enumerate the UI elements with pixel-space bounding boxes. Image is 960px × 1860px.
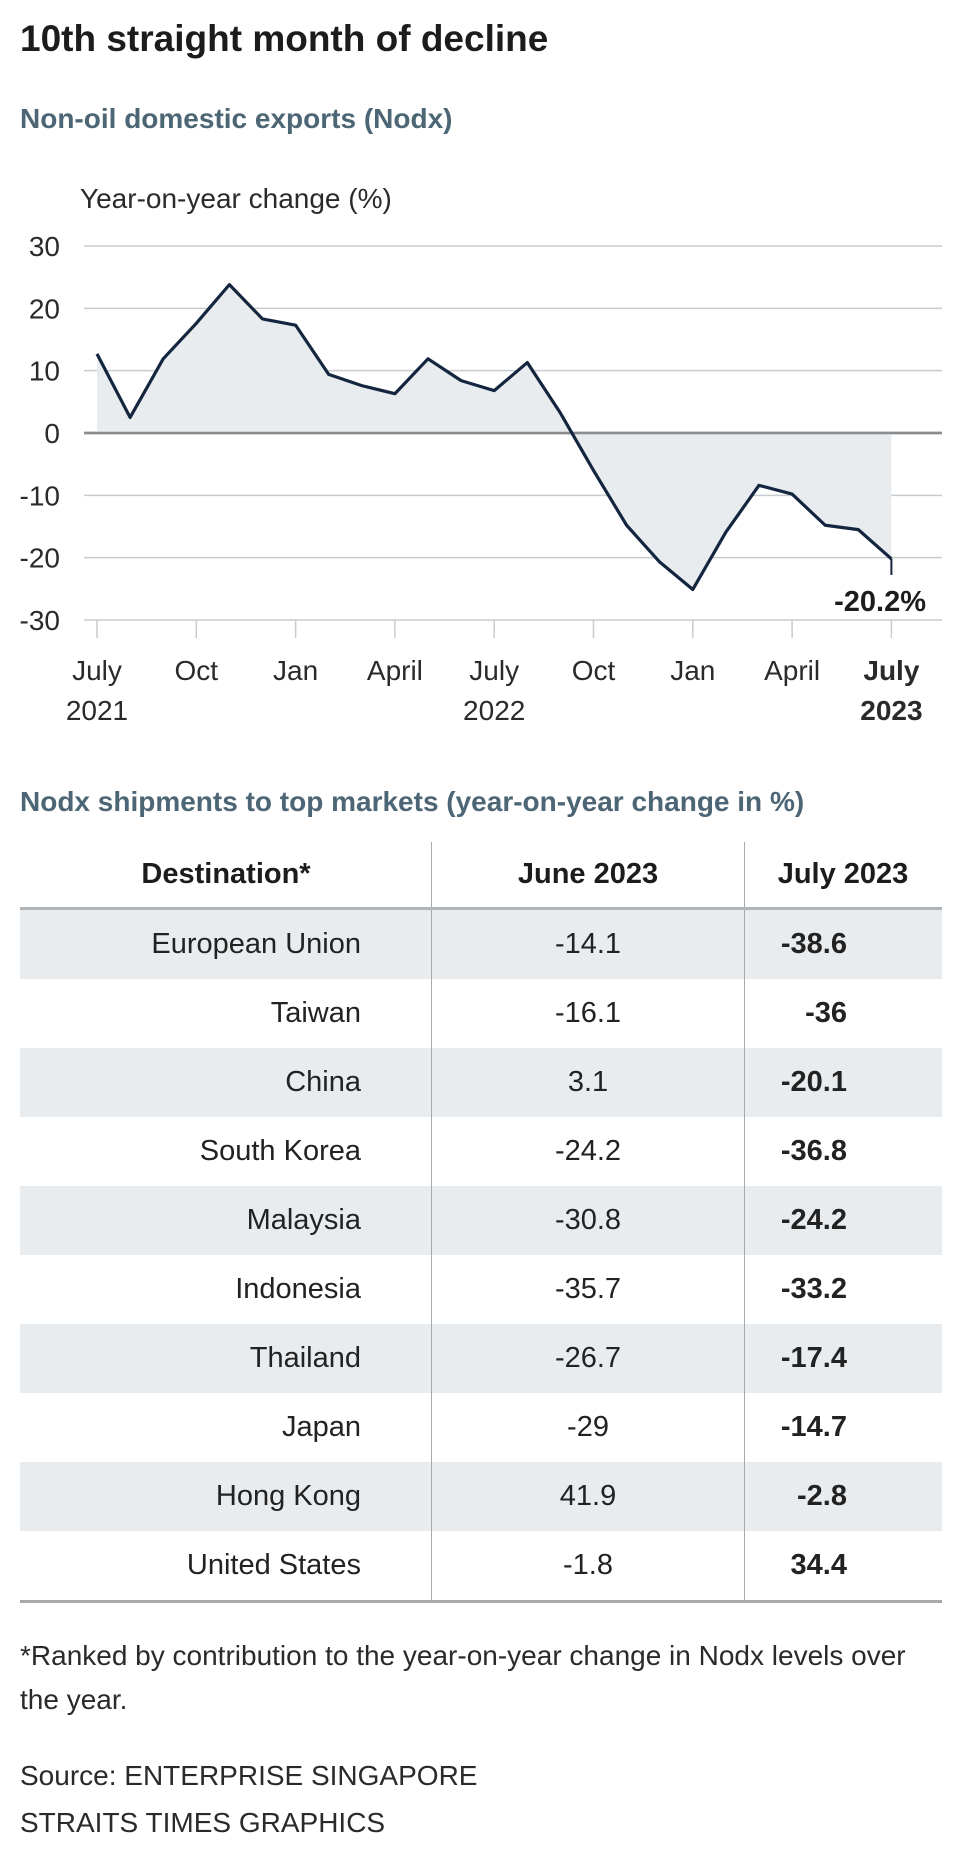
- june-value-cell: -30.8: [431, 1186, 745, 1255]
- table-row: European Union -14.1 -38.6: [20, 908, 942, 979]
- x-tick-label: April: [764, 655, 820, 686]
- destination-cell: European Union: [151, 928, 361, 960]
- destination-cell: China: [285, 1066, 361, 1098]
- y-tick-label: -30: [20, 605, 60, 636]
- y-tick-label: 30: [29, 231, 60, 262]
- table-row: Japan -29 -14.7: [20, 1393, 942, 1462]
- table-row: China 3.1 -20.1: [20, 1048, 942, 1117]
- x-tick-label: Jan: [273, 655, 318, 686]
- x-tick-label: July: [72, 655, 122, 686]
- destination-cell: Taiwan: [270, 997, 361, 1029]
- july-value-cell: -33.2: [744, 1255, 942, 1324]
- destination-cell: Hong Kong: [215, 1480, 361, 1512]
- x-tick-label: Oct: [572, 655, 616, 686]
- table-row: Taiwan -16.1 -36: [20, 979, 942, 1048]
- july-value-cell: -38.6: [744, 908, 942, 979]
- x-tick-label: July: [469, 655, 519, 686]
- header-destination: Destination*: [141, 858, 311, 890]
- chart-subtitle: Non-oil domestic exports (Nodx): [20, 103, 453, 134]
- july-value-cell: -20.1: [744, 1048, 942, 1117]
- table-row: United States -1.8 34.4: [20, 1531, 942, 1602]
- table-row: South Korea -24.2 -36.8: [20, 1117, 942, 1186]
- destination-cell: Malaysia: [246, 1204, 361, 1236]
- destination-cell: United States: [186, 1549, 361, 1581]
- destination-cell: Indonesia: [235, 1273, 361, 1305]
- y-tick-label: 20: [29, 293, 60, 324]
- destination-cell: Japan: [281, 1411, 361, 1443]
- nodx-line-chart: Year-on-year change (%) 30 20 10 0 -10 -20 -30…: [20, 183, 942, 726]
- july-value-cell: -17.4: [744, 1324, 942, 1393]
- june-value-cell: -16.1: [431, 979, 745, 1048]
- destination-cell: South Korea: [199, 1135, 361, 1167]
- table-row: Thailand -26.7 -17.4: [20, 1324, 942, 1393]
- july-value-cell: -36.8: [744, 1117, 942, 1186]
- june-value-cell: 3.1: [431, 1048, 745, 1117]
- source-credits: Source: ENTERPRISE SINGAPORE STRAITS TIM…: [20, 1752, 477, 1846]
- y-tick-label: 10: [29, 356, 60, 387]
- header-june-2023: June 2023: [431, 842, 745, 909]
- june-value-cell: -35.7: [431, 1255, 745, 1324]
- y-tick-label: 0: [44, 418, 60, 449]
- june-value-cell: -24.2: [431, 1117, 745, 1186]
- table-title: Nodx shipments to top markets (year-on-y…: [20, 786, 805, 817]
- june-value-cell: -29: [431, 1393, 745, 1462]
- june-value-cell: -26.7: [431, 1324, 745, 1393]
- july-value-cell: 34.4: [744, 1531, 942, 1602]
- june-value-cell: -1.8: [431, 1531, 745, 1602]
- july-value-cell: -14.7: [744, 1393, 942, 1462]
- markets-table: Destination* June 2023 July 2023 Europea…: [20, 842, 942, 1603]
- last-value-annotation: -20.2%: [834, 586, 926, 618]
- table-row: Malaysia -30.8 -24.2: [20, 1186, 942, 1255]
- x-tick-label: Oct: [175, 655, 219, 686]
- table-row: Hong Kong 41.9 -2.8: [20, 1462, 942, 1531]
- y-tick-label: -20: [20, 543, 60, 574]
- june-value-cell: 41.9: [431, 1462, 745, 1531]
- page-title: 10th straight month of decline: [20, 18, 549, 59]
- july-value-cell: -2.8: [744, 1462, 942, 1531]
- x-tick-label: July: [863, 655, 919, 686]
- x-tick-year-label: 2022: [463, 695, 525, 726]
- table-row: Indonesia -35.7 -33.2: [20, 1255, 942, 1324]
- june-value-cell: -14.1: [431, 908, 745, 979]
- area-fill: [97, 284, 892, 590]
- july-value-cell: -24.2: [744, 1186, 942, 1255]
- destination-cell: Thailand: [249, 1342, 361, 1374]
- july-value-cell: -36: [744, 979, 942, 1048]
- x-tick-year-label: 2023: [860, 695, 922, 726]
- x-tick-label: April: [367, 655, 423, 686]
- footnote: *Ranked by contribution to the year-on-y…: [20, 1640, 906, 1715]
- x-tick-year-label: 2021: [66, 695, 128, 726]
- y-tick-label: -10: [20, 480, 60, 511]
- header-july-2023: July 2023: [744, 842, 942, 909]
- credit-line: STRAITS TIMES GRAPHICS: [20, 1807, 386, 1838]
- source-line: Source: ENTERPRISE SINGAPORE: [20, 1760, 478, 1791]
- x-tick-label: Jan: [670, 655, 715, 686]
- table-header-row: Destination* June 2023 July 2023: [20, 842, 942, 909]
- y-axis-label: Year-on-year change (%): [80, 183, 392, 214]
